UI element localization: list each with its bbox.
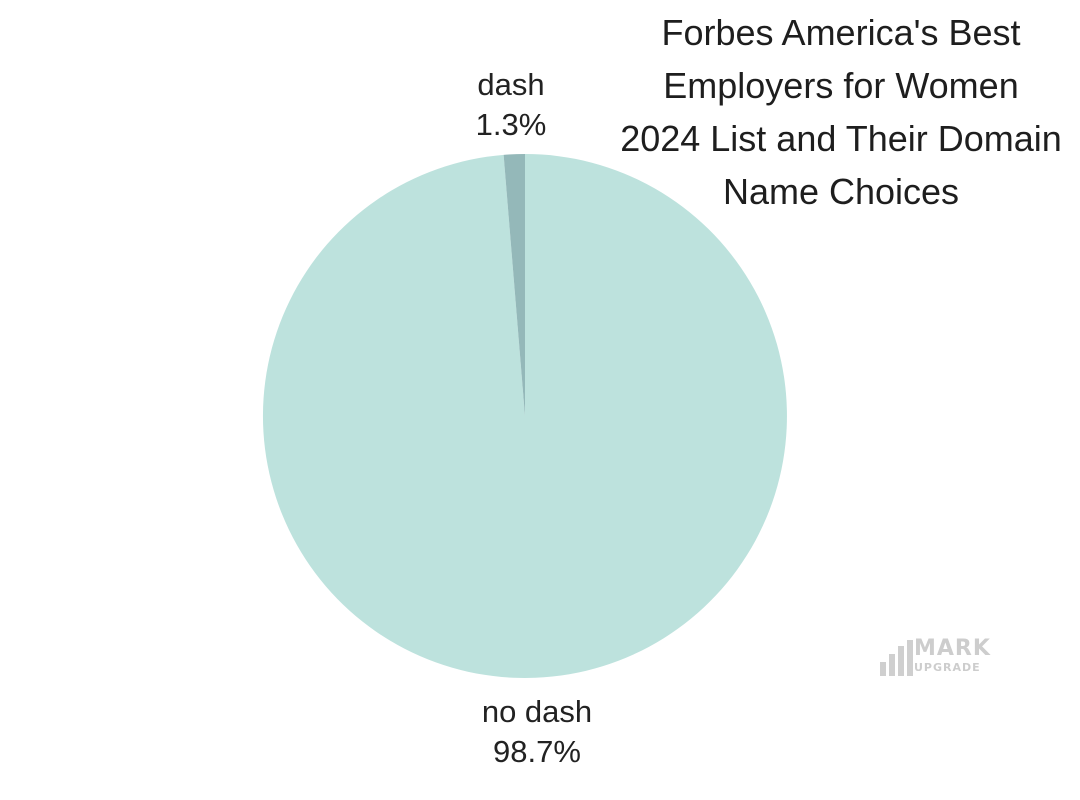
slice-label-no-dash-value: 98.7% — [493, 734, 581, 769]
chart-title-line-1: Forbes America's Best — [661, 12, 1021, 53]
markupgrade-watermark-logo: MARK UPGRADE — [880, 636, 1005, 678]
pie-slice-dash — [503, 154, 525, 416]
watermark-brand-top: MARK — [914, 636, 991, 661]
chart-title-line-4: Name Choices — [722, 171, 960, 212]
slice-label-dash-name: dash — [477, 67, 545, 102]
watermark-brand-bottom: UPGRADE — [914, 661, 981, 674]
slice-label-dash: dash 1.3% — [476, 65, 547, 145]
chart-title: Forbes America's Best Employers for Wome… — [600, 6, 1080, 218]
chart-title-line-2: Employers for Women — [663, 65, 1019, 106]
slice-label-dash-value: 1.3% — [475, 107, 547, 142]
slice-label-no-dash-name: no dash — [481, 694, 593, 729]
bar-chart-icon — [880, 640, 916, 676]
chart-title-line-3: 2024 List and Their Domain — [620, 118, 1062, 159]
slice-label-no-dash: no dash 98.7% — [482, 692, 592, 772]
pie-slice-no-dash — [262, 154, 787, 679]
